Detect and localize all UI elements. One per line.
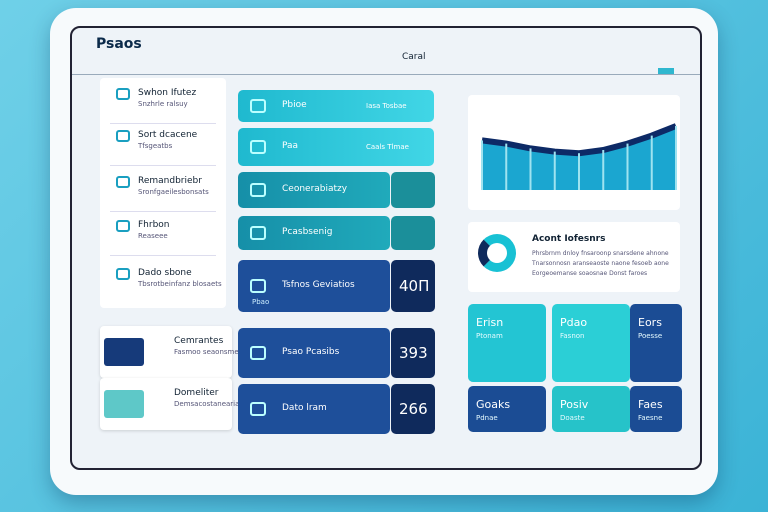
screen: Psaos Caral Swhon Ifutez Snzhrle ralsuy So…	[70, 26, 702, 470]
tile-side: 266	[391, 384, 435, 434]
nav-sub: Sronfgaeilesbonsats	[138, 188, 209, 196]
nav-title: Dado sbone	[138, 268, 192, 278]
sidebar-card: Cemrantes Fasmoo seaonsmear	[100, 326, 246, 378]
nav-icon	[116, 220, 130, 232]
status-icon	[658, 68, 674, 74]
tile-side: 40П	[391, 260, 435, 312]
divider	[72, 74, 700, 75]
nav-divider	[110, 165, 216, 166]
info-line: Phrsbrnm dnloy fnsaroonp snarsdene ahnon…	[532, 250, 669, 257]
info-line: Tnarsonnosn aranseaoste naone fesoeb aon…	[532, 260, 669, 267]
nav-icon	[116, 130, 130, 142]
app-title: Psaos	[96, 36, 142, 52]
stat-title: Erisn	[476, 316, 504, 329]
tile: Psao Pcasibs	[238, 328, 390, 378]
chart	[481, 123, 678, 190]
stat-title: Goaks	[476, 398, 511, 411]
stat-title: Faes	[638, 398, 663, 411]
info-card: Acont Iofesnrs Phrsbrnm dnloy fnsaroonp s…	[468, 222, 680, 292]
nav-divider	[110, 123, 216, 124]
stat-sub: Fasnon	[560, 332, 585, 340]
sidebar: Swhon Ifutez Snzhrle ralsuy Sort dcacene Tf…	[100, 78, 226, 308]
chart-panel	[468, 95, 680, 210]
tile-side: 393	[391, 328, 435, 378]
tile-label: Tsfnos Geviatios	[282, 280, 355, 290]
nav-title: Sort dcacene	[138, 130, 198, 140]
card-icon	[104, 390, 144, 418]
tile: Pcasbsenig	[238, 216, 390, 250]
stat-title: Eors	[638, 316, 662, 329]
info-title: Acont Iofesnrs	[532, 234, 606, 244]
donut	[478, 234, 516, 272]
nav-icon	[116, 268, 130, 280]
nav-title: Remandbriebr	[138, 176, 202, 186]
tile-icon	[250, 279, 266, 293]
tile-value: Iasa Tosbae	[366, 102, 407, 110]
stat-title: Posiv	[560, 398, 589, 411]
tile-label: Ceonerabiatzy	[282, 184, 348, 194]
tile-icon	[250, 346, 266, 360]
nav-sub: Tfsgeatbs	[138, 142, 173, 150]
tile-label: Dato lram	[282, 403, 327, 413]
sidebar-card: Domeliter Demsacostaneariaoad	[100, 378, 252, 430]
tile-value: 266	[399, 400, 428, 418]
nav-sub: Reaseee	[138, 232, 168, 240]
tile: Tsfnos Geviatios Pbao	[238, 260, 390, 312]
tile-label: Paa	[282, 141, 299, 151]
nav-divider	[110, 255, 216, 256]
tile-sub: Pbao	[252, 298, 270, 306]
stat-card: Posiv Doaste	[552, 386, 630, 432]
tile-icon	[250, 140, 266, 154]
tile-label: Pbioe	[282, 100, 307, 110]
tile-value: 393	[399, 344, 428, 362]
nav-sub: Tbsrotbeinfanz blosaets	[138, 280, 222, 288]
stat-sub: Pdnae	[476, 414, 498, 422]
stat-card: Faes Faesne	[630, 386, 682, 432]
nav-divider	[110, 211, 216, 212]
card-sub: Demsacostaneariaoad	[174, 400, 253, 408]
tile: Paa Caals Tlmae	[238, 128, 434, 166]
info-line: Eorgeoemanse soaosnae Donst faroes	[532, 270, 648, 277]
tile-side	[391, 172, 435, 208]
tile-side	[391, 216, 435, 250]
tile-icon	[250, 183, 266, 197]
card-title: Cemrantes	[174, 336, 224, 346]
stat-card: Eors Poesse	[630, 304, 682, 382]
nav-icon	[116, 176, 130, 188]
stat-card: Goaks Pdnae	[468, 386, 546, 432]
card-title: Domeliter	[174, 388, 219, 398]
tile-icon	[250, 226, 266, 240]
nav-title: Swhon Ifutez	[138, 88, 197, 98]
line	[481, 123, 678, 157]
header-label: Caral	[402, 52, 426, 62]
stat-sub: Poesse	[638, 332, 663, 340]
stat-title: Pdao	[560, 316, 588, 329]
tile: Dato lram	[238, 384, 390, 434]
tile-label: Pcasbsenig	[282, 227, 333, 237]
tile-value: 40П	[399, 277, 430, 295]
tile-icon	[250, 402, 266, 416]
nav-title: Fhrbon	[138, 220, 170, 230]
stat-card: Pdao Fasnon	[552, 304, 630, 382]
nav-icon	[116, 88, 130, 100]
tile-label: Psao Pcasibs	[282, 347, 340, 357]
tile-icon	[250, 99, 266, 113]
nav-sub: Snzhrle ralsuy	[138, 100, 188, 108]
tile: Pbioe Iasa Tosbae	[238, 90, 434, 122]
stat-card: Erisn Ptonam	[468, 304, 546, 382]
card-sub: Fasmoo seaonsmear	[174, 348, 246, 356]
stat-sub: Faesne	[638, 414, 663, 422]
tile-value: Caals Tlmae	[366, 143, 409, 151]
card-icon	[104, 338, 144, 366]
stat-sub: Doaste	[560, 414, 585, 422]
tile: Ceonerabiatzy	[238, 172, 390, 208]
stat-sub: Ptonam	[476, 332, 503, 340]
